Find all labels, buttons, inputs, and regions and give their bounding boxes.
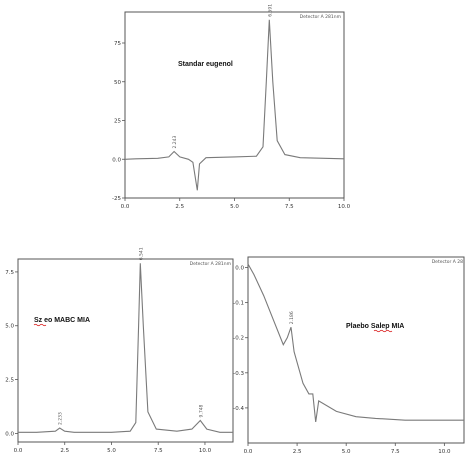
detector-label: Detector A 281nm bbox=[190, 261, 231, 267]
plot-frame bbox=[17, 258, 234, 443]
detector-label: Detector A 28 bbox=[432, 259, 463, 265]
plot-area: 2.243 6.591 bbox=[124, 4, 345, 191]
plot-frame bbox=[124, 11, 345, 199]
x-tick-label: 2.5 bbox=[60, 448, 69, 454]
peak-retention-label: 2.186 bbox=[289, 311, 295, 324]
x-tick-label: 7.5 bbox=[391, 449, 400, 455]
y-tick-label: 75 bbox=[114, 41, 121, 47]
y-tick-label: 0.0 bbox=[112, 157, 121, 163]
spellcheck-underline-icon bbox=[33, 323, 47, 327]
chart-title: Sz eo MABC MIA bbox=[34, 317, 90, 324]
chart-title: Plaebo Salep MIA bbox=[346, 323, 404, 330]
axis-ticks: 0.0 2.5 5.0 7.5 10.0 0.0 2.5 5.0 7.5 bbox=[5, 270, 211, 454]
peak-retention-label: 6.541 bbox=[138, 247, 144, 260]
x-tick-label: 0.0 bbox=[14, 448, 23, 454]
chromatogram-trace bbox=[18, 263, 233, 433]
peak-retention-label: 6.591 bbox=[267, 4, 273, 17]
x-tick-label: 2.5 bbox=[175, 204, 184, 210]
y-tick-label: 0.0 bbox=[235, 266, 244, 272]
x-tick-label: 0.0 bbox=[121, 204, 130, 210]
x-tick-label: 5.0 bbox=[230, 204, 239, 210]
x-tick-label: 0.0 bbox=[244, 449, 253, 455]
panel-plaebo-salep-mia: Detector A 28 Plaebo Salep MIA 0.0 2.5 5.0… bbox=[233, 256, 465, 455]
y-tick-label: 0.0 bbox=[5, 431, 14, 437]
panel-standar-eugenol: Detector A 281nm Standar eugenol 0.0 2.5 5… bbox=[112, 4, 351, 210]
x-tick-label: 5.0 bbox=[342, 449, 351, 455]
x-tick-label: 7.5 bbox=[285, 204, 294, 210]
detector-label: Detector A 281nm bbox=[300, 14, 341, 20]
x-tick-label: 5.0 bbox=[107, 448, 116, 454]
x-tick-label: 2.5 bbox=[293, 449, 302, 455]
plot-area: 2.233 6.541 9.748 bbox=[18, 247, 233, 433]
y-tick-label: 2.5 bbox=[5, 378, 14, 384]
peak-retention-label: 9.748 bbox=[198, 404, 204, 417]
y-tick-label: -0.4 bbox=[233, 406, 244, 412]
x-tick-label: 7.5 bbox=[154, 448, 163, 454]
chromatogram-trace bbox=[124, 19, 345, 191]
axis-ticks: 0.0 2.5 5.0 7.5 10.0 0.0 -0.1 -0.2 -0.3 -0.4 bbox=[233, 266, 451, 455]
y-tick-label: 50 bbox=[114, 80, 121, 86]
chart-title: Standar eugenol bbox=[178, 61, 233, 68]
y-tick-label: -0.1 bbox=[233, 301, 244, 307]
peak-retention-label: 2.233 bbox=[58, 412, 64, 425]
y-tick-label: 7.5 bbox=[5, 270, 14, 276]
y-tick-label: -0.3 bbox=[233, 371, 244, 377]
x-tick-label: 10.0 bbox=[438, 449, 451, 455]
panel-sz-eo-mabc-mia: Detector A 281nm Sz eo MABC MIA 0.0 2.5 5.… bbox=[5, 247, 234, 454]
y-tick-label: -25 bbox=[112, 196, 121, 202]
peak-retention-label: 2.243 bbox=[172, 135, 178, 148]
x-tick-label: 10.0 bbox=[338, 204, 351, 210]
y-tick-label: 25 bbox=[114, 119, 121, 125]
plot-frame bbox=[247, 256, 465, 444]
y-tick-label: 5.0 bbox=[5, 324, 14, 330]
y-tick-label: -0.2 bbox=[233, 336, 244, 342]
spellcheck-underline-icon bbox=[373, 329, 393, 333]
x-tick-label: 10.0 bbox=[199, 448, 212, 454]
plot-area: 2.186 bbox=[247, 263, 464, 422]
chromatogram-trace bbox=[247, 263, 464, 422]
